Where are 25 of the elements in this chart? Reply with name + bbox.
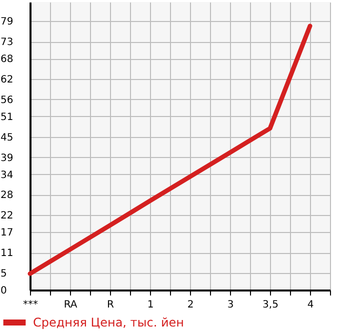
x-tick-label: RA (64, 300, 78, 310)
x-tick-label: 3,5 (262, 300, 278, 310)
y-tick-label: 28 (0, 190, 14, 202)
x-tick-label: *** (23, 300, 38, 310)
x-tick-label: 2 (187, 300, 194, 310)
y-tick-label: 17 (0, 228, 14, 239)
line-series (28, 24, 312, 276)
y-tick-label: 39 (0, 152, 14, 164)
legend-label: Средняя Цена, тыс. йен (33, 316, 184, 330)
y-tick-label: 79 (0, 16, 14, 28)
y-tick-label: 5 (0, 268, 7, 280)
x-tick-label: R (107, 300, 114, 310)
y-tick-label: 0 (0, 286, 7, 296)
y-tick-label: 56 (0, 94, 14, 106)
x-tick-label: 3 (227, 300, 234, 310)
y-tick-label: 22 (0, 210, 14, 222)
y-tick-label: 11 (0, 248, 14, 260)
y-tick-label: 68 (0, 54, 14, 66)
y-tick-label: 73 (0, 37, 14, 48)
x-tick-label: 4 (307, 300, 314, 310)
y-tick-label: 51 (0, 112, 14, 123)
y-tick-label: 62 (0, 74, 14, 86)
y-tick-label: 45 (0, 132, 14, 144)
y-tick-label: 34 (0, 170, 14, 181)
x-tick-label: 1 (147, 300, 154, 310)
